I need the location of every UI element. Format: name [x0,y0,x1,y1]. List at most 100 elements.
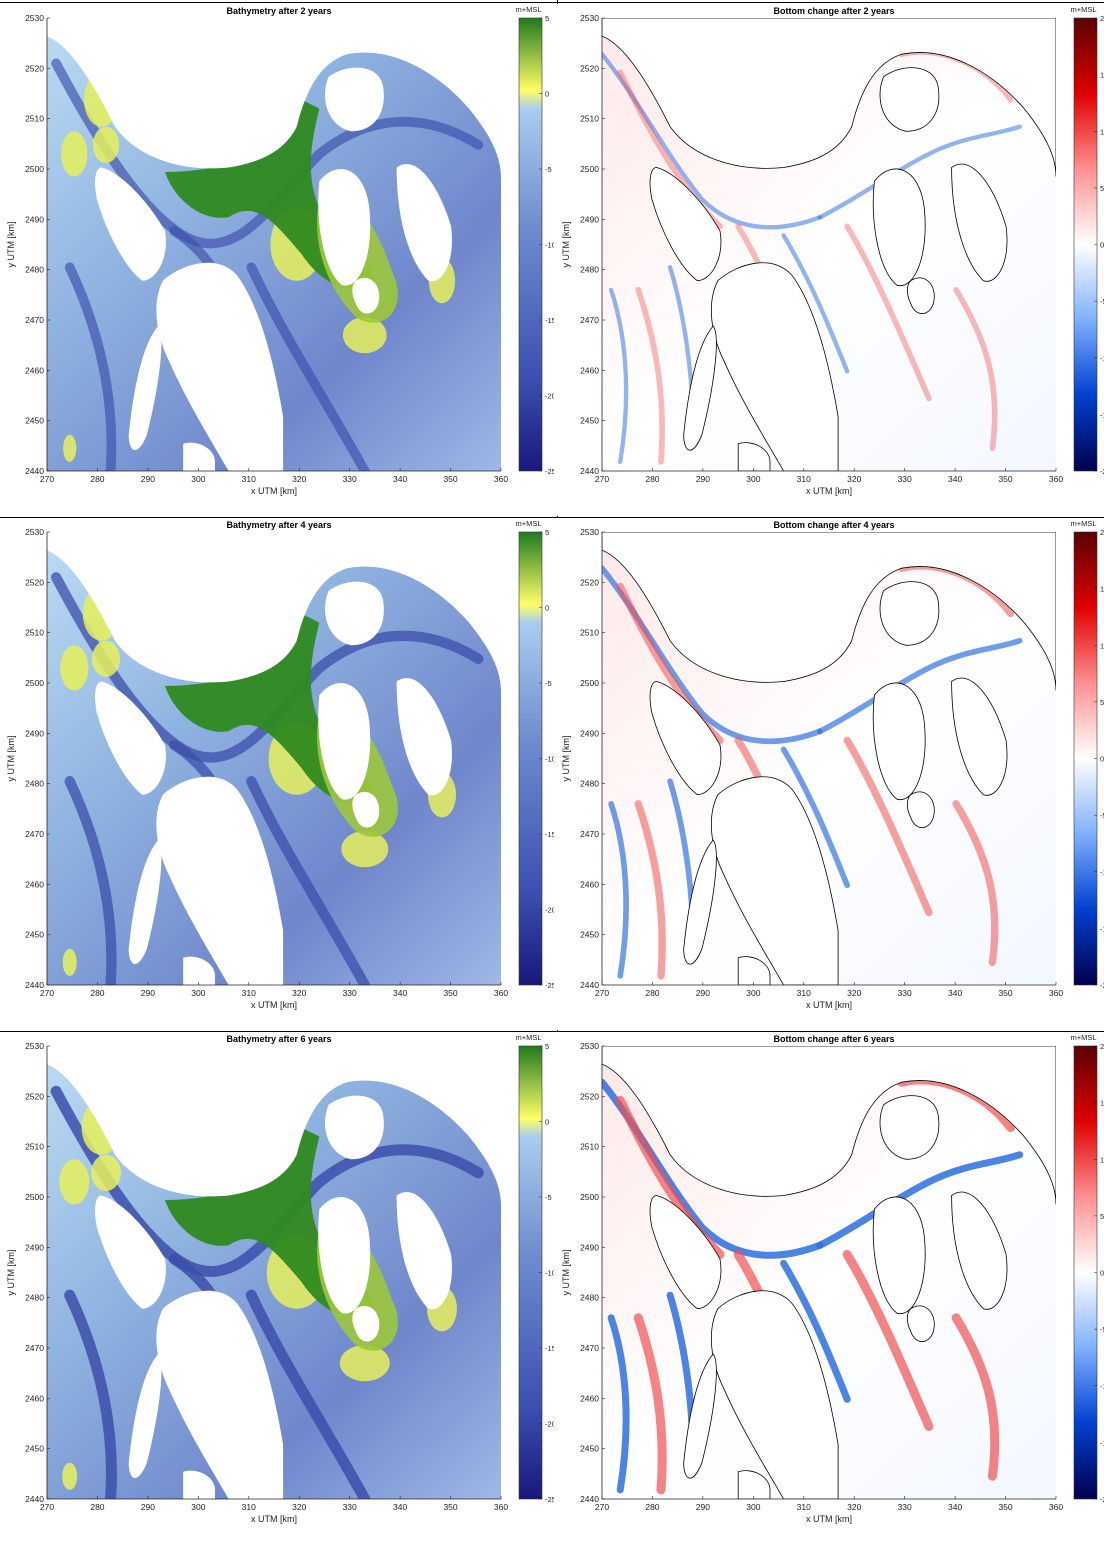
island [872,168,926,286]
y-tick-label: 2480 [580,1293,599,1303]
island [683,325,717,451]
y-tick-label: 2480 [25,1293,44,1303]
plot-area [47,1046,501,1499]
y-tick-label: 2520 [25,1091,44,1101]
island [95,1195,166,1309]
y-tick-label: 2490 [580,1242,599,1252]
deep-channel [64,1289,117,1499]
island [352,1305,380,1342]
deep-channel [50,1085,484,1277]
island [872,1196,926,1314]
island [128,1354,162,1479]
colorbar-tick-label: -15 [545,316,554,325]
colorbar-tick-label: 0 [1100,241,1104,250]
y-tick-label: 2480 [25,779,44,789]
y-tick-label: 2490 [25,214,44,224]
colorbar-tick-label: -15 [1100,924,1104,933]
colorbar-tick-label: -20 [545,906,554,915]
colorbar-tick-label: 5 [1100,698,1104,707]
colorbar-label: m+MSL [1070,1033,1096,1042]
y-tick-label: 2480 [580,265,599,275]
plot-area [602,1046,1056,1499]
chart-svg-6: Bottom change after 6 years 270 280 290 300 3… [561,1033,1104,1524]
y-tick-label: 2530 [580,1041,599,1051]
colorbar-label: m+MSL [1070,5,1096,14]
x-tick-label: 290 [696,474,710,484]
deposition-streak [635,286,665,465]
colorbar-tick-label: 0 [545,604,549,613]
island [183,956,215,985]
colorbar-tick-label: 10 [1100,641,1104,650]
plot-area [47,18,501,471]
x-tick-label: 310 [242,474,256,484]
island [325,1095,384,1160]
x-tick-label: 360 [494,988,508,998]
island [683,1353,717,1479]
colorbar-tick-label: -5 [545,165,552,174]
y-tick-label: 2460 [580,879,599,889]
x-tick-label: 280 [645,988,659,998]
x-tick-label: 300 [746,474,760,484]
deposition-streak [952,800,999,966]
colorbar-label: m+MSL [515,1033,541,1042]
erosion-streak [780,1259,851,1403]
y-axis-label: y UTM [km] [6,1250,16,1296]
y-axis-label: y UTM [km] [561,736,571,782]
colorbar-tick-label: 0 [545,1118,549,1127]
y-tick-label: 2530 [25,527,44,537]
x-tick-label: 320 [847,988,861,998]
y-tick-label: 2440 [25,1494,44,1504]
colorbar-tick-label: 15 [1100,71,1104,80]
island [352,277,380,314]
island [737,442,771,471]
island [879,581,940,646]
island [128,840,162,965]
chart-title: Bathymetry after 6 years [226,1034,331,1044]
figure-top-border [0,2,1104,3]
x-tick-label: 330 [343,1502,357,1512]
x-axis-label: x UTM [km] [251,1514,297,1524]
y-tick-label: 2510 [25,628,44,638]
x-tick-label: 270 [40,474,54,484]
plot-area [47,532,501,985]
y-tick-label: 2530 [25,1041,44,1051]
x-tick-label: 360 [1049,1502,1063,1512]
y-tick-label: 2450 [25,930,44,940]
y-tick-label: 2460 [580,365,599,375]
colorbar-tick-label: 15 [1100,585,1104,594]
y-tick-label: 2520 [25,577,44,587]
chart-panel-2: Bottom change after 2 years 270 280 290 300 3… [557,4,1104,516]
y-tick-label: 2520 [580,1091,599,1101]
shoal [92,126,120,163]
deposition-streak [842,1249,934,1431]
land-region [602,1046,1056,1205]
island [318,168,371,286]
island [396,163,452,282]
colorbar-tick-label: -20 [545,392,554,401]
land-region [47,18,501,177]
y-tick-label: 2480 [25,265,44,275]
x-tick-label: 270 [595,988,609,998]
y-tick-label: 2500 [25,678,44,688]
y-tick-label: 2450 [25,1444,44,1454]
colorbar-tick-label: -20 [1100,467,1104,476]
colorbar-tick-label: -15 [545,830,554,839]
x-tick-label: 270 [595,1502,609,1512]
y-tick-label: 2490 [25,1242,44,1252]
y-tick-label: 2440 [580,1494,599,1504]
y-tick-label: 2460 [25,879,44,889]
x-tick-label: 300 [746,988,760,998]
x-tick-label: 280 [90,474,104,484]
y-tick-label: 2460 [25,365,44,375]
x-tick-label: 320 [847,474,861,484]
colorbar-label: m+MSL [1070,519,1096,528]
x-tick-label: 350 [998,988,1012,998]
colorbar-tick-label: -25 [545,1495,554,1504]
colorbar-tick-label: 10 [1100,127,1104,136]
x-tick-label: 360 [1049,474,1063,484]
colorbar-tick-label: 0 [1100,1269,1104,1278]
x-tick-label: 340 [393,474,407,484]
colorbar-tick-label: 5 [545,528,549,537]
y-tick-label: 2460 [580,1393,599,1403]
erosion-streak [816,1151,1024,1249]
